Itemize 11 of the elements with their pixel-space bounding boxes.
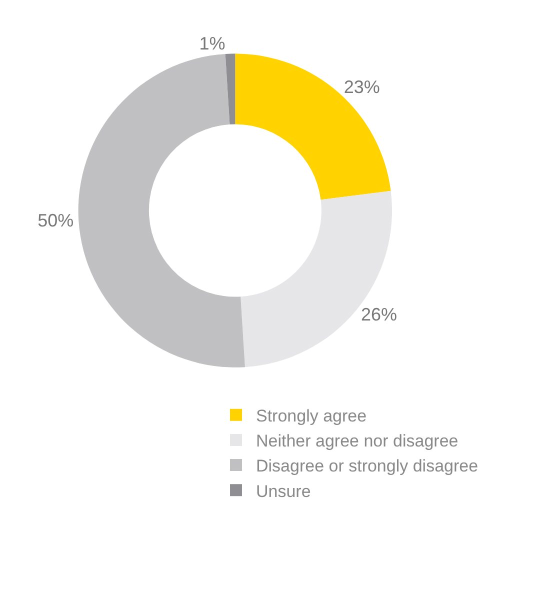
data-label: 50%	[38, 210, 74, 230]
donut-slice	[235, 54, 391, 200]
data-label: 26%	[361, 304, 398, 325]
data-label: 1%	[199, 34, 226, 54]
legend-label: Strongly agree	[256, 406, 367, 426]
donut-slice	[78, 54, 246, 368]
donut-slice	[225, 54, 236, 124]
data-label: 23%	[344, 77, 380, 98]
legend-label: Disagree or strongly disagree	[256, 456, 478, 476]
legend-label: Neither agree nor disagree	[256, 432, 458, 451]
legend-label: Unsure	[256, 482, 311, 501]
